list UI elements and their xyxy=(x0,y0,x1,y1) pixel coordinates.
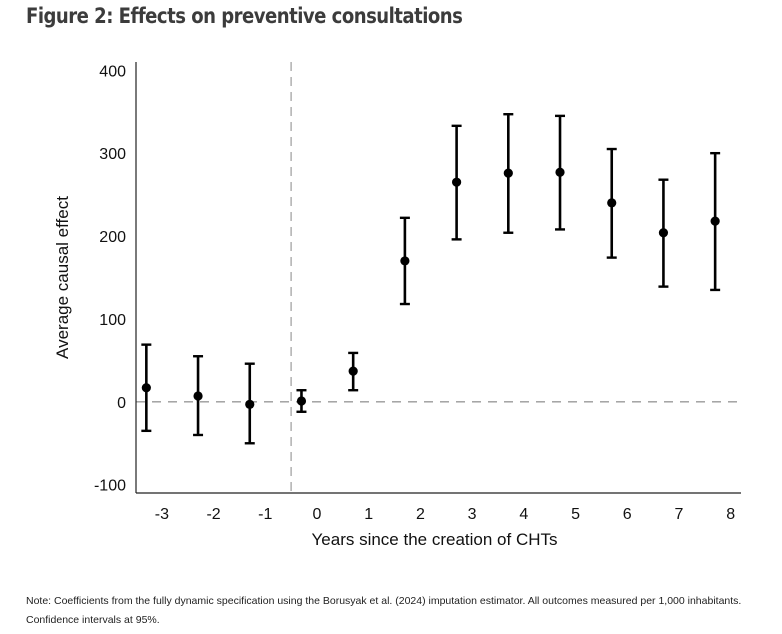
figure-title: Figure 2: Effects on preventive consulta… xyxy=(26,4,463,28)
x-tick-label: -1 xyxy=(258,506,272,523)
y-tick-label: -100 xyxy=(94,478,126,495)
estimate-point xyxy=(348,366,358,376)
x-tick-label: 7 xyxy=(674,506,683,523)
y-tick-label: 300 xyxy=(99,146,126,163)
x-tick-label: 8 xyxy=(726,506,735,523)
y-tick-label: 0 xyxy=(117,395,126,412)
y-axis-title: Average causal effect xyxy=(53,196,72,359)
x-axis-title: Years since the creation of CHTs xyxy=(312,530,558,549)
estimate-point xyxy=(658,228,669,238)
estimate-point xyxy=(141,383,151,393)
x-tick-label: 3 xyxy=(468,506,477,523)
estimate-point xyxy=(710,216,720,226)
x-tick-label: 1 xyxy=(364,506,373,523)
x-tick-label: 5 xyxy=(571,506,580,523)
estimate-point xyxy=(555,167,565,177)
estimate-point xyxy=(451,177,462,187)
estimate-point xyxy=(503,168,513,178)
estimate-point xyxy=(400,256,410,266)
estimate-point xyxy=(607,198,617,208)
chart: -100 0 100 200 300 400 -3 -2 -1 0 1 2 3 4 5 6 7 8 Years si… xyxy=(53,62,741,549)
x-tick-label: 2 xyxy=(416,506,425,523)
estimate-point xyxy=(193,391,203,401)
x-tick-label: 6 xyxy=(623,506,632,523)
figure-note: Note: Coefficients from the fully dynami… xyxy=(26,595,742,626)
x-tick-label: -2 xyxy=(206,506,220,523)
x-tick-label: -3 xyxy=(155,506,169,523)
estimate-point xyxy=(296,396,307,406)
estimate-point xyxy=(245,399,255,409)
y-tick-label: 400 xyxy=(99,63,126,80)
x-tick-label: 0 xyxy=(313,506,322,523)
y-tick-label: 200 xyxy=(99,229,126,246)
y-tick-label: 100 xyxy=(99,312,126,329)
x-tick-label: 4 xyxy=(519,506,528,523)
